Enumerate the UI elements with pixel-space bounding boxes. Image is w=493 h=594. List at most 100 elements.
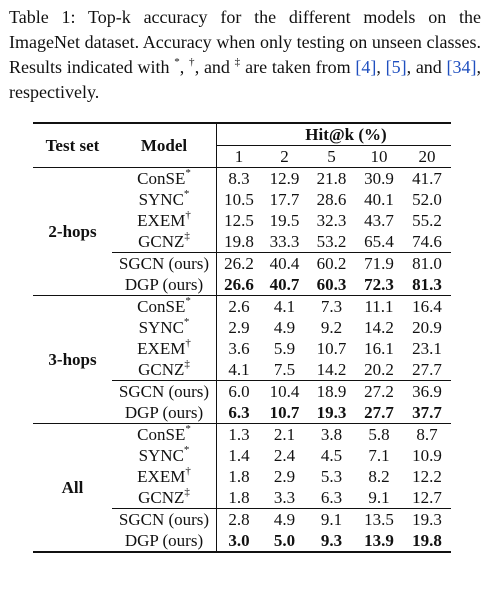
hit-at-k-value: 17.7 xyxy=(269,190,300,209)
hit-at-k-value: 8.2 xyxy=(368,467,390,486)
table-row: EXEM† 3.6 5.9 10.7 16.1 23.1 xyxy=(33,338,451,359)
table-row: All ConSE* 1.3 2.1 3.8 5.8 8.7 xyxy=(33,423,451,553)
table-row: SYNC* 10.5 17.7 28.6 40.1 52.0 xyxy=(33,189,451,210)
model-label: SYNC xyxy=(138,190,184,209)
caption-text-6: , and xyxy=(406,57,447,77)
model-name: EXEM† xyxy=(112,466,217,487)
hit-at-k-value: 26.2 xyxy=(216,252,261,274)
hit-at-k-value: 8.7 xyxy=(403,423,451,445)
hit-at-k-value: 14.2 xyxy=(316,360,347,379)
table-row: SGCN (ours) 2.8 4.9 9.1 13.5 19.3 xyxy=(33,508,451,530)
hit-at-k-value: 4.9 xyxy=(273,318,296,337)
hit-at-k-value: 8.3 xyxy=(228,169,250,188)
hit-at-k-value: 40.1 xyxy=(364,190,394,209)
hit-at-k-value: 21.8 xyxy=(316,169,347,188)
hit-at-k-value: 4.9 xyxy=(261,508,308,530)
caption-text-7: , respectively. xyxy=(9,57,482,102)
header-k-1: 1 xyxy=(216,145,261,168)
hit-at-k-value: 19.8 xyxy=(403,530,451,553)
table-row: EXEM† 12.5 19.5 32.3 43.7 55.2 xyxy=(33,210,451,231)
model-name: ConSE* xyxy=(112,167,217,189)
hit-at-k-value: 5.8 xyxy=(355,423,403,445)
hit-at-k-value: 18.9 xyxy=(308,380,355,402)
test-set-label: 2-hops xyxy=(48,222,97,241)
model-name: SGCN (ours) xyxy=(112,508,217,530)
hit-at-k-value: 2.6 xyxy=(216,295,261,317)
model-name: SYNC* xyxy=(112,189,217,210)
table-row: 3-hops ConSE* 2.6 4.1 7.3 11.1 16.4 xyxy=(33,295,451,424)
hit-at-k-value: 12.7 xyxy=(412,488,442,507)
citation-link-4[interactable]: [4] xyxy=(355,57,377,77)
hit-at-k-value: 32.3 xyxy=(316,211,347,230)
hit-at-k-value: 9.2 xyxy=(320,318,343,337)
caption-mark-asterisk: * xyxy=(174,56,180,68)
results-table: Test set Model Hit@k (%) 1 2 5 10 20 2-h… xyxy=(33,122,451,553)
hit-at-k-value: 1.8 xyxy=(228,488,250,507)
hit-at-k-value: 10.5 xyxy=(224,190,254,209)
model-label: SGCN (ours) xyxy=(118,510,210,529)
hit-at-k-value: 6.3 xyxy=(320,488,343,507)
hit-at-k-value: 9.3 xyxy=(308,530,355,553)
citation-link-34[interactable]: [34] xyxy=(446,57,477,77)
hit-at-k-value: 20.9 xyxy=(412,318,442,337)
model-label: SYNC xyxy=(138,446,184,465)
hit-at-k-value: 26.6 xyxy=(224,275,254,294)
caption-text-1: Table 1: Top-k accuracy for the differen… xyxy=(9,7,481,77)
model-name: EXEM† xyxy=(112,338,217,359)
hit-at-k-value: 6.3 xyxy=(228,403,250,422)
citation-link-5[interactable]: [5] xyxy=(385,57,407,77)
model-label: SGCN (ours) xyxy=(118,254,210,273)
hit-at-k-value: 5.3 xyxy=(320,467,343,486)
hit-at-k-value: 2.4 xyxy=(273,446,296,465)
hit-at-k-value: 55.2 xyxy=(412,211,442,230)
hit-at-k-value: 43.7 xyxy=(364,211,394,230)
hit-at-k-value: 4.1 xyxy=(228,360,250,379)
table-row: SGCN (ours) 26.2 40.4 60.2 71.9 81.0 xyxy=(33,252,451,274)
hit-at-k-value: 19.3 xyxy=(316,403,347,422)
header-row-1: Test set Model Hit@k (%) xyxy=(33,122,451,168)
model-name: GCNZ‡ xyxy=(112,487,217,509)
hit-at-k-value: 28.6 xyxy=(316,190,347,209)
model-label: GCNZ xyxy=(138,232,185,251)
hit-at-k-value: 13.5 xyxy=(355,508,403,530)
model-name: SGCN (ours) xyxy=(112,252,217,274)
caption-mark-double-dagger: ‡ xyxy=(234,56,241,68)
hit-at-k-value: 81.0 xyxy=(403,252,451,274)
table-row: GCNZ‡ 1.8 3.3 6.3 9.1 12.7 xyxy=(33,487,451,509)
hit-at-k-value: 12.2 xyxy=(412,467,442,486)
model-label: GCNZ xyxy=(138,488,185,507)
hit-at-k-value: 12.5 xyxy=(224,211,254,230)
model-name: ConSE* xyxy=(112,295,217,317)
caption-text-2: , xyxy=(179,57,189,77)
hit-at-k-value: 14.2 xyxy=(364,318,394,337)
hit-at-k-value: 27.2 xyxy=(355,380,403,402)
hit-at-k-value: 2.9 xyxy=(228,318,250,337)
source-mark: ‡ xyxy=(184,358,190,371)
hit-at-k-value: 13.9 xyxy=(355,530,403,553)
table-row: GCNZ‡ 4.1 7.5 14.2 20.2 27.7 xyxy=(33,359,451,381)
table-row: DGP (ours) 6.3 10.7 19.3 27.7 37.7 xyxy=(33,402,451,424)
source-mark: † xyxy=(185,209,191,222)
hit-at-k-value: 36.9 xyxy=(403,380,451,402)
source-mark: † xyxy=(185,465,191,478)
hit-at-k-value: 41.7 xyxy=(412,169,442,188)
header-test-set: Test set xyxy=(33,122,112,168)
hit-at-k-value: 60.2 xyxy=(308,252,355,274)
header-model: Model xyxy=(112,122,217,168)
source-mark: * xyxy=(185,295,191,308)
hit-at-k-value: 16.4 xyxy=(403,295,451,317)
source-mark: * xyxy=(183,316,190,329)
hit-at-k-value: 40.4 xyxy=(261,252,308,274)
hit-at-k-value: 5.0 xyxy=(261,530,308,553)
model-name: SYNC* xyxy=(112,445,217,466)
hit-at-k-value: 6.0 xyxy=(216,380,261,402)
model-label: EXEM xyxy=(137,211,186,230)
model-label: EXEM xyxy=(137,467,186,486)
hit-at-k-value: 7.1 xyxy=(368,446,390,465)
table-row: SYNC* 1.4 2.4 4.5 7.1 10.9 xyxy=(33,445,451,466)
hit-at-k-value: 30.9 xyxy=(364,169,394,188)
hit-at-k-value: 7.5 xyxy=(273,360,296,379)
model-label: DGP (ours) xyxy=(124,403,204,422)
source-mark: * xyxy=(185,423,191,436)
model-name: SYNC* xyxy=(112,317,217,338)
